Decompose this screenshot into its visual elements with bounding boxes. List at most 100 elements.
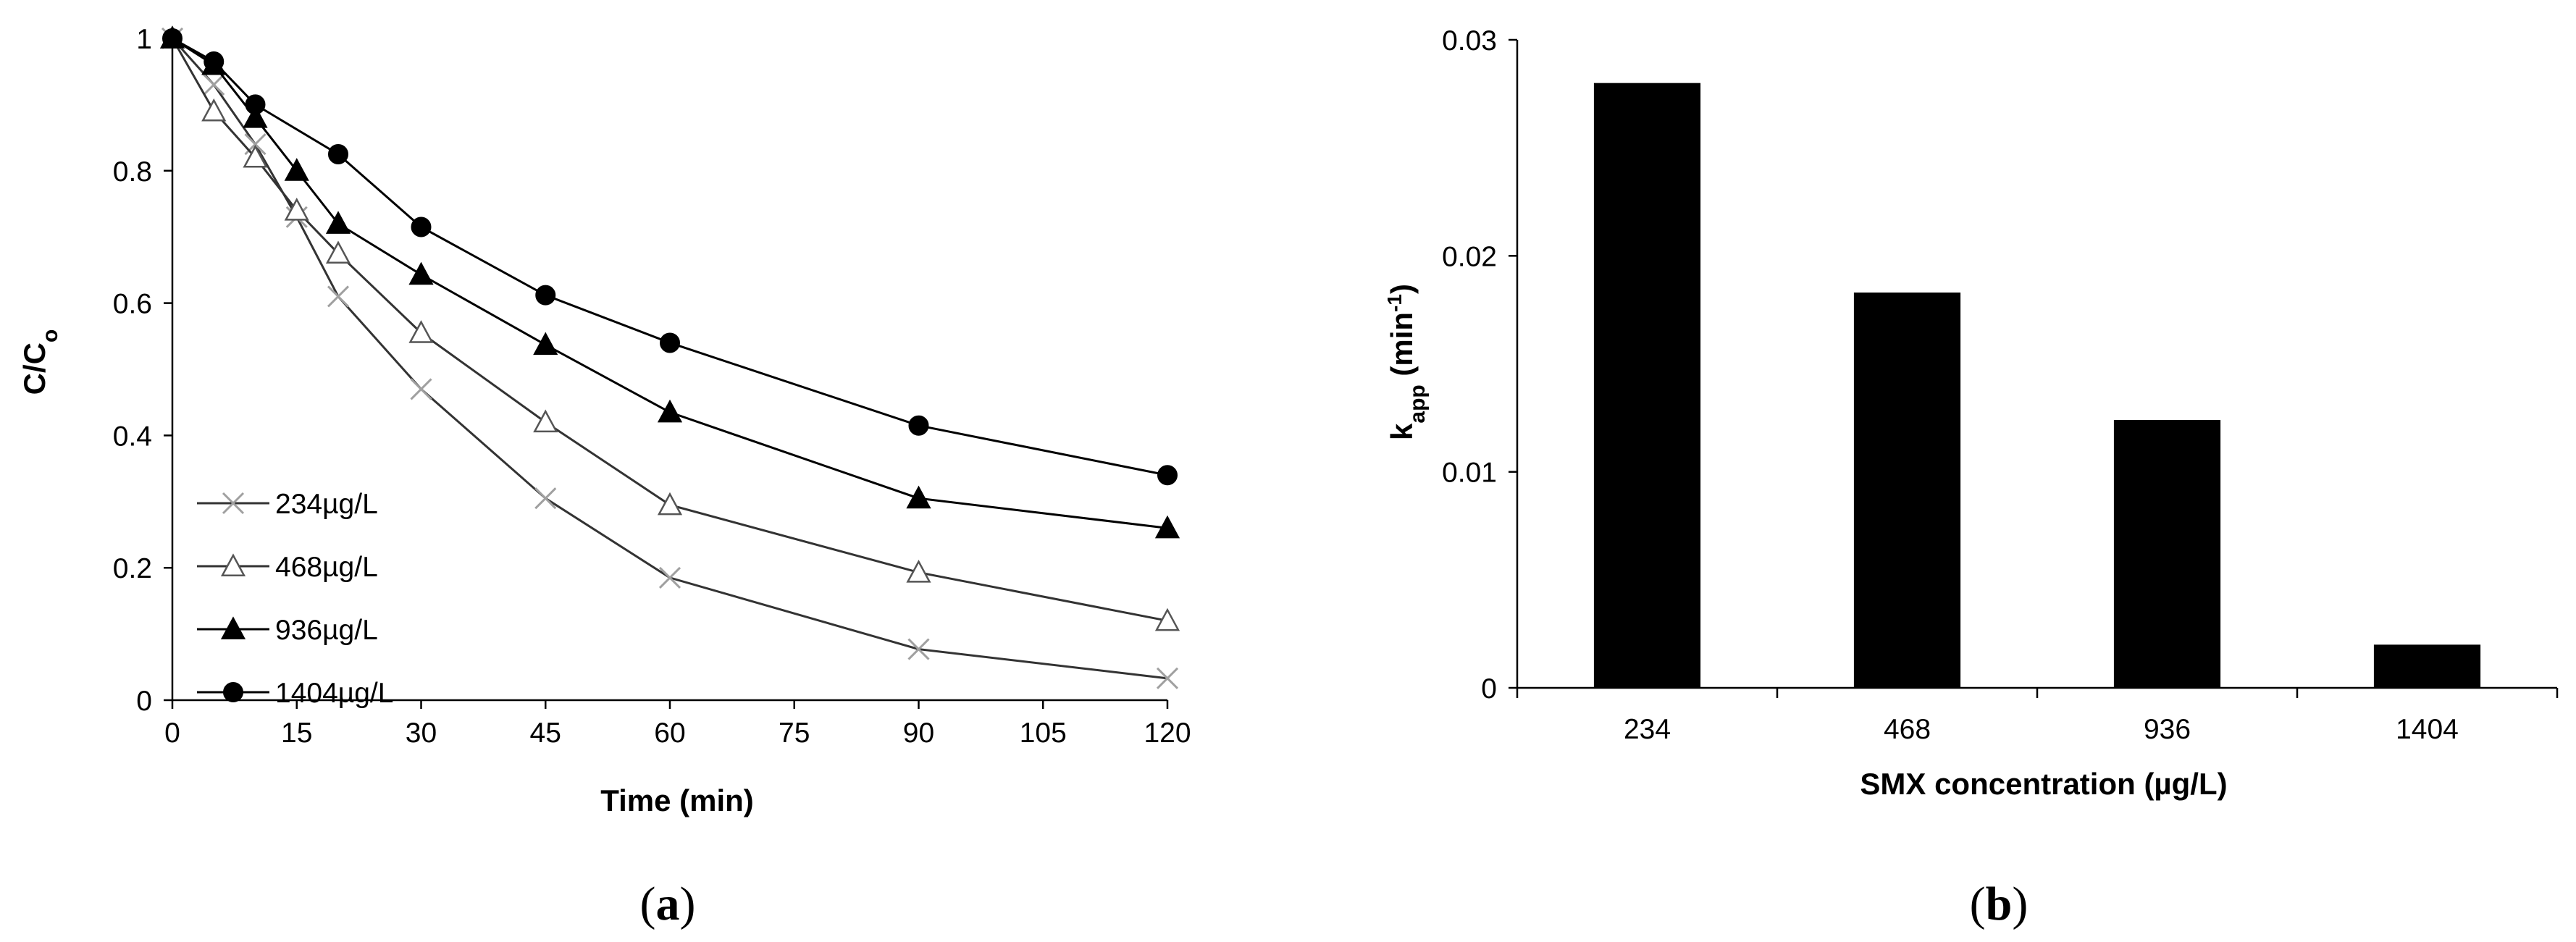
- panel-b-y-axis-label-sub: app: [1406, 384, 1430, 423]
- panel-a-x-tick-label: 75: [779, 718, 810, 749]
- panel-a-legend-marker: [220, 616, 246, 639]
- panel-b-y-axis-label: kapp (min-1): [1383, 284, 1430, 440]
- panel-a-x-tick-label: 120: [1144, 718, 1191, 749]
- panel-a-axes: [171, 38, 1167, 702]
- panel-a-x-tick-label: 15: [281, 718, 312, 749]
- panel-b-bar-468: [1853, 293, 1961, 688]
- panel-a-legend-label: 234µg/L: [275, 489, 378, 520]
- panel-a-data-point: [660, 332, 680, 353]
- panel-a-data-point: [325, 211, 351, 234]
- panel-a-y-tick-label: 0: [136, 686, 152, 717]
- panel-a-data-point: [327, 285, 350, 308]
- panel-a-legend-entry: 936µg/L: [197, 615, 378, 646]
- panel-a-series-0: [161, 27, 1179, 689]
- panel-a-data-point: [408, 261, 434, 285]
- caption-b: (b): [1970, 878, 2029, 930]
- panel-b-y-tick-label: 0.03: [1442, 25, 1497, 56]
- panel-a-series: [159, 25, 1180, 689]
- panel-a-data-point: [201, 98, 227, 122]
- panel-a-series-2: [159, 25, 1180, 539]
- panel-a-data-point: [284, 198, 309, 221]
- panel-b-y-ticks: 0 0.01 0.02 0.03: [1442, 25, 1517, 705]
- panel-a-series-line: [171, 38, 1168, 622]
- panel-a-data-point: [1154, 515, 1180, 539]
- panel-a-x-tick-label: 30: [406, 718, 437, 749]
- panel-b-y-axis-label-main: k: [1385, 423, 1419, 440]
- panel-b-bars: [1593, 83, 2481, 688]
- panel-a-y-tick-label: 0.8: [113, 156, 152, 188]
- panel-b-category-label: 468: [1884, 714, 1931, 745]
- panel-a-legend: 234µg/L 468µg/L 936µg/L 1404µg/L: [197, 489, 393, 709]
- panel-b-y-tick-label: 0.02: [1442, 241, 1497, 272]
- panel-a-data-point: [1156, 667, 1179, 689]
- panel-a-y-axis-label-sub: o: [38, 329, 62, 342]
- panel-a-x-ticks: 0 15 30 45 60 75 90 105 120: [164, 700, 1191, 749]
- panel-a-series-1: [159, 25, 1180, 631]
- panel-b-y-tick-label: 0.01: [1442, 458, 1497, 489]
- panel-a-data-point: [325, 240, 351, 264]
- caption-b-letter: b: [1986, 878, 2013, 930]
- panel-a-data-point: [657, 399, 683, 423]
- panel-a-data-point: [328, 143, 348, 164]
- panel-a-series-3: [162, 28, 1178, 486]
- panel-a-y-axis-label: C/Co: [17, 329, 62, 395]
- panel-a-data-point: [410, 378, 432, 400]
- caption-a: (a): [640, 878, 696, 930]
- panel-a-data-point: [408, 320, 434, 343]
- panel-a-y-axis-label-main: C/C: [17, 342, 51, 395]
- panel-a-legend-label: 1404µg/L: [275, 678, 393, 709]
- panel-a-y-tick-label: 0.2: [113, 553, 152, 584]
- panel-a-data-point: [245, 94, 266, 115]
- panel-a-data-point: [907, 638, 930, 660]
- panel-a-legend-entry: 234µg/L: [197, 489, 378, 520]
- panel-a-x-tick-label: 60: [654, 718, 685, 749]
- panel-a-data-point: [534, 487, 557, 510]
- panel-a-x-tick-label: 105: [1020, 718, 1067, 749]
- panel-a-y-tick-label: 0.6: [113, 289, 152, 320]
- panel-a-data-point: [906, 485, 931, 509]
- panel-a-x-tick-label: 90: [903, 718, 934, 749]
- panel-a-legend-label: 468µg/L: [275, 552, 378, 583]
- caption-a-letter: a: [656, 878, 680, 930]
- panel-a-legend-marker: [223, 682, 243, 702]
- panel-a-y-tick-label: 1: [136, 24, 152, 55]
- panel-a-data-point: [284, 158, 309, 181]
- panel-b-x-ticks: 234 468 936 1404: [1516, 688, 2559, 745]
- panel-a-data-point: [162, 28, 182, 49]
- panel-a-data-point: [411, 216, 432, 237]
- panel-a-series-line: [172, 37, 1168, 529]
- panel-a-data-point: [533, 409, 558, 433]
- panel-a-y-ticks: 0 0.2 0.4 0.6 0.8 1: [113, 24, 172, 717]
- panel-a-x-tick-label: 0: [164, 718, 180, 749]
- panel-b-category-label: 936: [2144, 714, 2191, 745]
- panel-a-line-chart: 0 0.2 0.4 0.6 0.8 1 0 15 30 45 60 75 90 105 120 234µg…: [17, 24, 1191, 817]
- panel-a-data-point: [243, 144, 268, 168]
- panel-a-data-point: [243, 105, 268, 128]
- panel-b-bar-234: [1593, 83, 1701, 688]
- panel-a-legend-label: 936µg/L: [275, 615, 378, 646]
- panel-a-legend-marker: [222, 492, 245, 515]
- panel-a-x-axis-label: Time (min): [600, 783, 754, 817]
- panel-a-legend-marker: [220, 553, 246, 576]
- panel-b-bar-chart: 0 0.01 0.02 0.03 234 468 936 1404 SMX concentr…: [1383, 25, 2559, 801]
- panel-a-data-point: [204, 51, 225, 72]
- panel-a-legend-entry: 468µg/L: [197, 552, 378, 583]
- panel-b-bar-936: [2113, 420, 2221, 688]
- panel-a-data-point: [535, 285, 556, 306]
- panel-a-data-point: [906, 559, 931, 583]
- panel-a-y-tick-label: 0.4: [113, 421, 152, 452]
- panel-a-data-point: [1157, 465, 1178, 486]
- panel-b-category-label: 234: [1624, 714, 1671, 745]
- panel-a-data-point: [658, 566, 681, 589]
- panel-a-x-tick-label: 45: [530, 718, 561, 749]
- panel-a-data-point: [203, 73, 225, 96]
- panel-b-y-axis-label-unit-open: (min: [1385, 312, 1419, 384]
- panel-b-y-tick-label: 0: [1481, 673, 1497, 705]
- panel-a-data-point: [1154, 607, 1180, 631]
- panel-a-data-point: [657, 492, 683, 516]
- panel-b-x-axis-label: SMX concentration (µg/L): [1860, 767, 2227, 801]
- panel-b-y-axis-label-unit-close: ): [1385, 284, 1419, 294]
- panel-a-legend-entry: 1404µg/L: [197, 678, 393, 709]
- panel-b-bar-1404: [2373, 644, 2481, 688]
